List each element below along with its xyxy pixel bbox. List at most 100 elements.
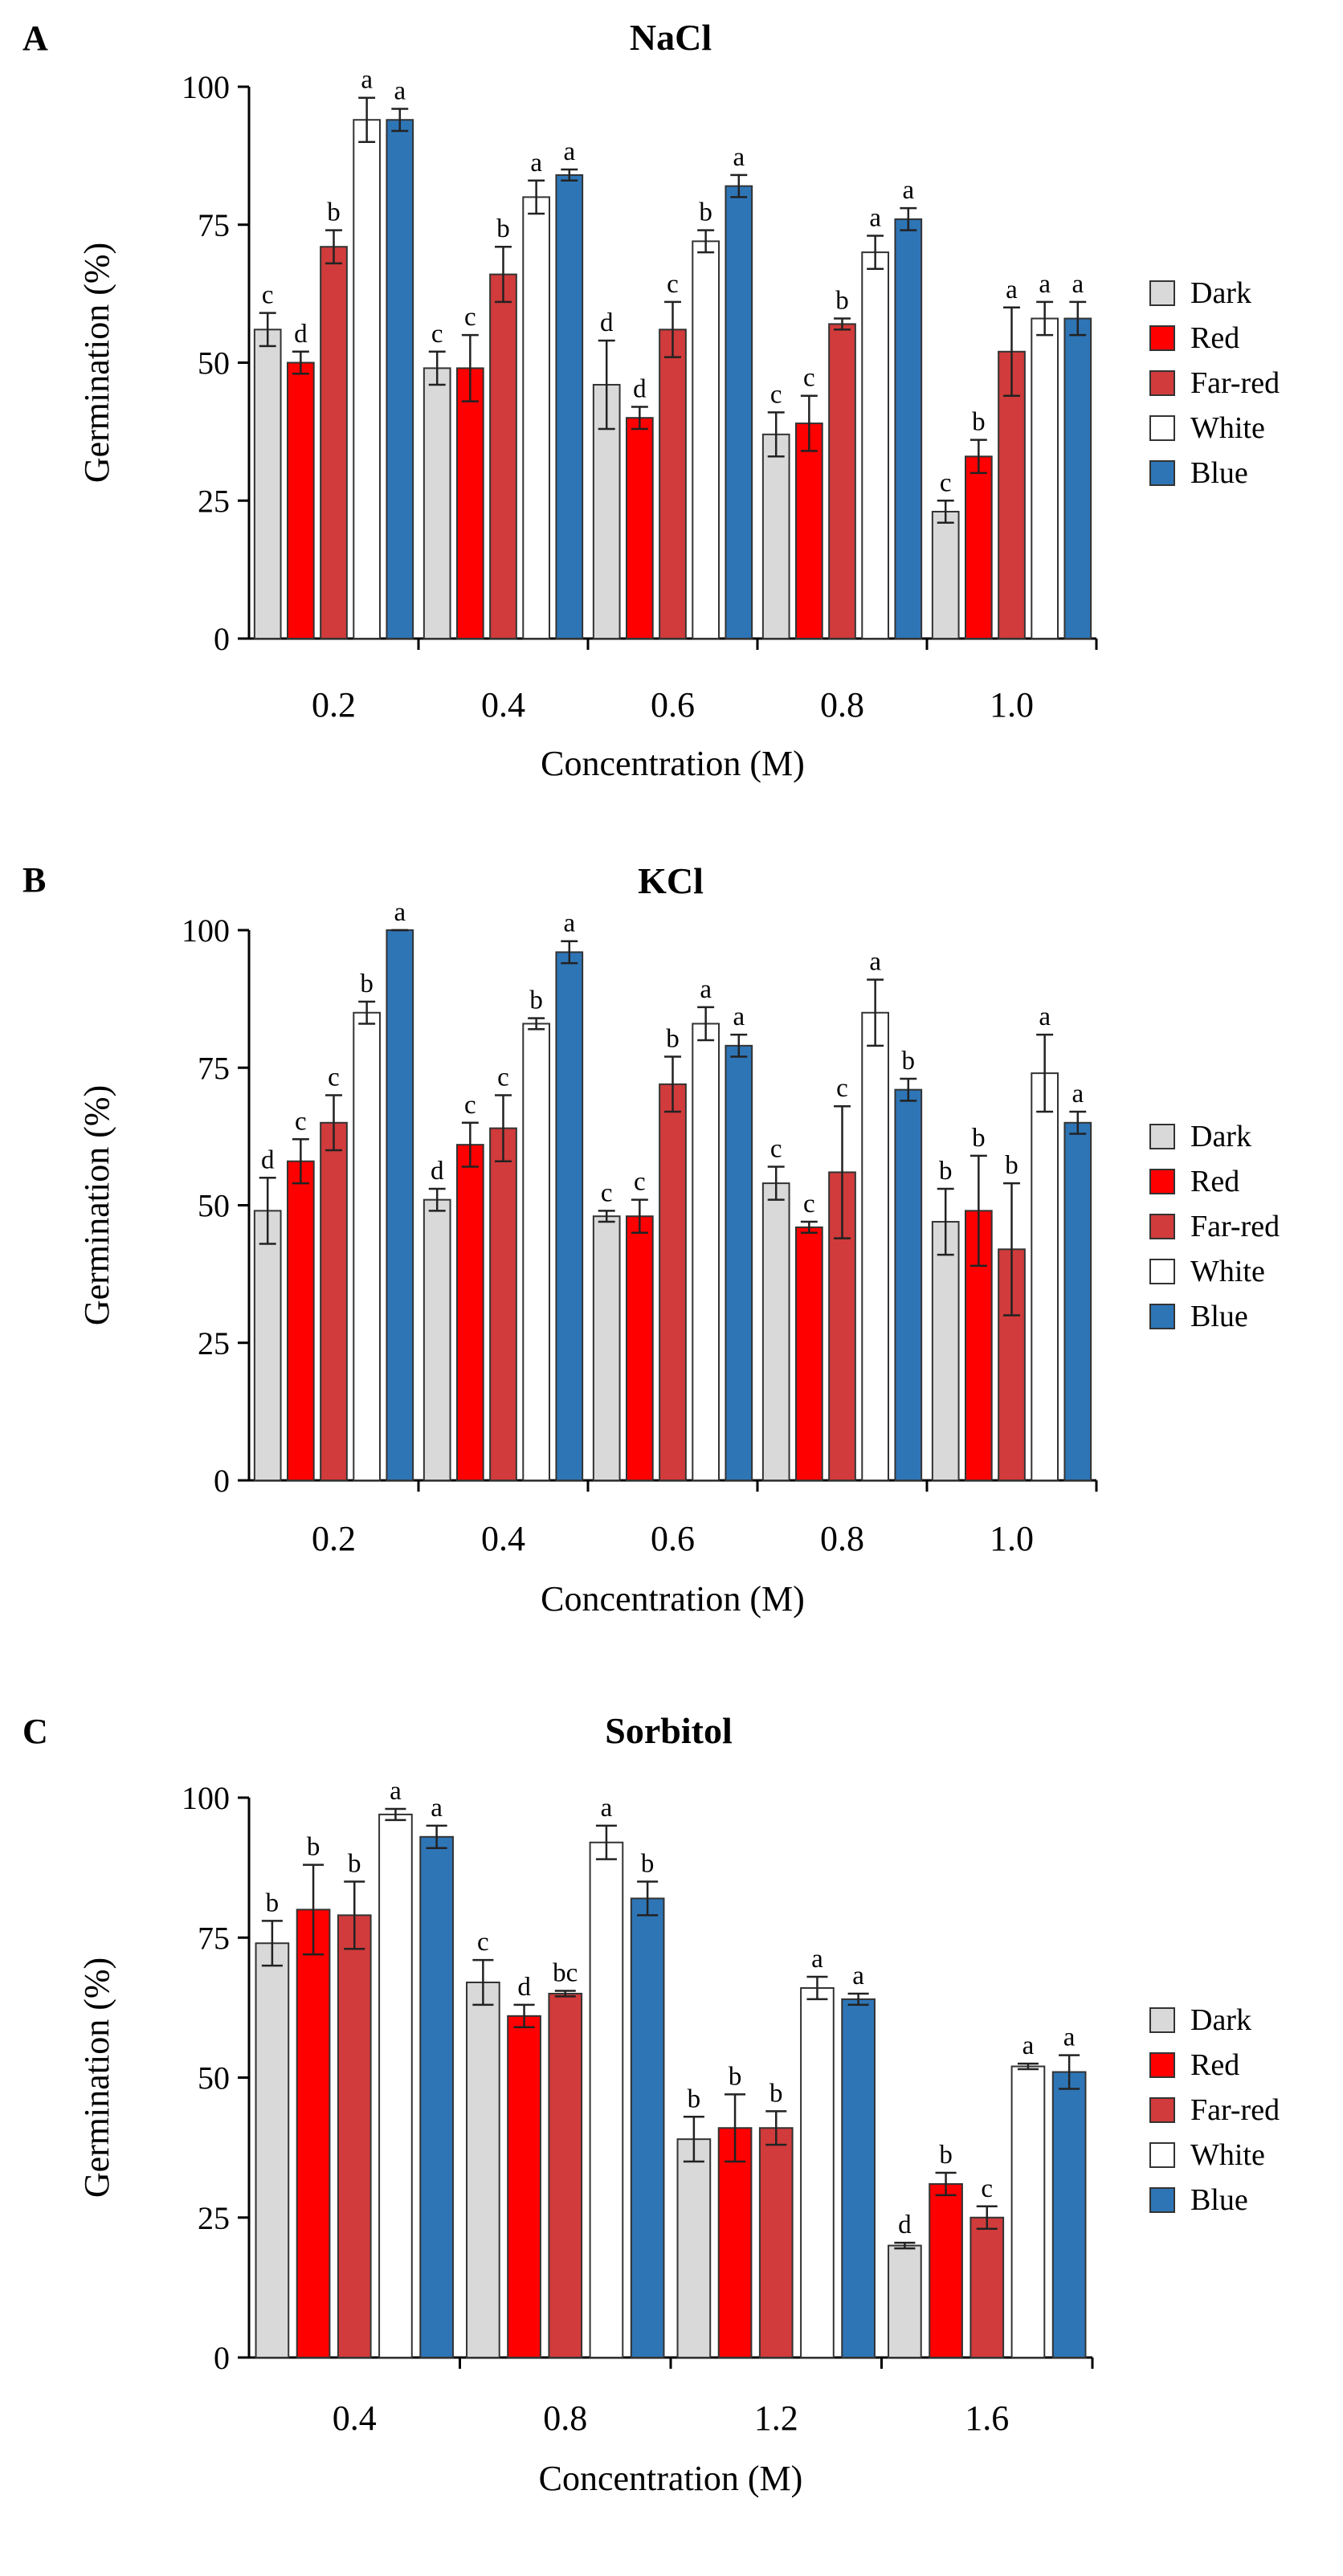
legend-label: Dark (1190, 2003, 1251, 2037)
y-tick-label: 100 (182, 1780, 230, 1816)
significance-letter: c (601, 1178, 613, 1207)
bar-far-red-1-6 (969, 2216, 1005, 2358)
significance-letter: d (431, 1157, 444, 1186)
bar-blue-0-8 (894, 1088, 923, 1482)
bar-dark-0-8 (466, 1982, 500, 2358)
significance-letter: b (496, 214, 510, 243)
y-tick-label: 50 (198, 2060, 230, 2096)
legend-label: Blue (1190, 2183, 1248, 2217)
bar-white-1-0 (1031, 317, 1059, 639)
chart-title: KCl (638, 860, 704, 901)
bar-far-red-0-4 (489, 1127, 517, 1481)
significance-letter: d (600, 308, 614, 337)
bar-dark-0-8 (761, 433, 790, 639)
y-axis-label: Germination (%) (77, 243, 116, 483)
x-tick-label: 1.6 (965, 2398, 1009, 2438)
bar-far-red-0-2 (320, 1121, 348, 1481)
legend-label: Red (1190, 1165, 1239, 1198)
significance-letter: a (1072, 270, 1084, 299)
significance-letter: d (517, 1973, 531, 2002)
y-tick-label: 75 (198, 1050, 230, 1086)
legend-label: Dark (1190, 1120, 1251, 1153)
x-tick-label: 0.8 (820, 685, 864, 725)
significance-letter: b (360, 970, 374, 998)
bar-dark-0-2 (253, 1210, 282, 1481)
x-tick-label: 1.0 (990, 685, 1034, 725)
legend-label: White (1190, 411, 1265, 445)
bar-blue-1-0 (1063, 317, 1092, 639)
significance-letter: b (641, 1850, 655, 1879)
legend-swatch-red (1149, 2052, 1175, 2078)
significance-letter: a (1063, 2023, 1076, 2052)
panel-letter: C (22, 1712, 48, 1751)
significance-letter: b (348, 1850, 361, 1879)
bar-red-1-2 (717, 2127, 753, 2358)
significance-letter: b (835, 287, 849, 316)
significance-letter: b (972, 1124, 986, 1153)
chart-title: Sorbitol (605, 1710, 732, 1751)
significance-letter: a (852, 1962, 864, 1990)
legend-label: Dark (1190, 276, 1251, 310)
legend-label: White (1190, 2138, 1265, 2172)
legend-label: Far-red (1190, 2093, 1280, 2127)
bar-far-red-1-0 (998, 350, 1026, 639)
panel-letter: B (22, 860, 46, 900)
legend-swatch-blue (1149, 2187, 1175, 2213)
significance-letter: a (1006, 276, 1018, 304)
significance-letter: a (563, 137, 575, 166)
significance-letter: c (431, 320, 443, 349)
bar-blue-0-4 (555, 951, 584, 1481)
bar-red-0-8 (795, 1226, 823, 1482)
legend-swatch-white (1149, 1259, 1175, 1284)
significance-letter: d (294, 320, 308, 349)
x-tick-label: 0.8 (820, 1519, 864, 1558)
significance-letter: c (464, 303, 476, 332)
x-tick-label: 0.8 (543, 2398, 587, 2438)
significance-letter: c (634, 1168, 646, 1197)
legend-swatch-far-red (1149, 1214, 1175, 1239)
bar-blue-0-6 (725, 185, 753, 640)
bar-dark-0-4 (255, 1942, 290, 2358)
bar-dark-1-2 (676, 2138, 712, 2358)
legend-label: Far-red (1190, 366, 1280, 400)
legend-swatch-red (1149, 325, 1175, 351)
x-tick-label: 0.4 (481, 685, 525, 725)
significance-letter: a (1072, 1080, 1084, 1108)
bar-white-1-6 (1010, 2065, 1046, 2359)
x-tick-label: 0.2 (312, 685, 356, 725)
significance-letter: c (328, 1063, 340, 1092)
x-tick-label: 1.2 (754, 2398, 798, 2438)
significance-letter: a (1023, 2031, 1035, 2060)
y-tick-label: 75 (198, 1920, 230, 1956)
chart-title: NaCl (630, 17, 712, 58)
significance-letter: c (262, 281, 274, 310)
significance-letter: d (261, 1145, 275, 1174)
significance-letter: a (1039, 270, 1051, 299)
bar-white-0-4 (522, 196, 550, 639)
y-tick-label: 0 (214, 621, 230, 657)
x-tick-label: 0.6 (651, 1519, 695, 1558)
significance-letter: b (769, 2079, 783, 2108)
bar-white-0-8 (861, 251, 889, 639)
significance-letter: c (477, 1928, 489, 1957)
x-tick-label: 0.2 (312, 1519, 356, 1558)
significance-letter: c (497, 1063, 509, 1092)
significance-letter: b (939, 2141, 953, 2170)
legend-label: Far-red (1190, 1210, 1280, 1243)
significance-letter: a (361, 66, 373, 95)
bar-blue-1-2 (841, 1998, 876, 2358)
significance-letter: b (972, 408, 986, 437)
significance-letter: c (940, 468, 952, 497)
bar-blue-0-4 (555, 174, 584, 640)
legend-swatch-red (1149, 1169, 1175, 1194)
bar-far-red-0-2 (320, 246, 348, 639)
legend-swatch-far-red (1149, 370, 1175, 396)
significance-letter: a (811, 1945, 823, 1974)
significance-letter: b (729, 2062, 742, 2091)
bar-dark-1-0 (931, 1221, 960, 1482)
bar-dark-0-6 (592, 1215, 621, 1481)
legend-swatch-white (1149, 2142, 1175, 2168)
